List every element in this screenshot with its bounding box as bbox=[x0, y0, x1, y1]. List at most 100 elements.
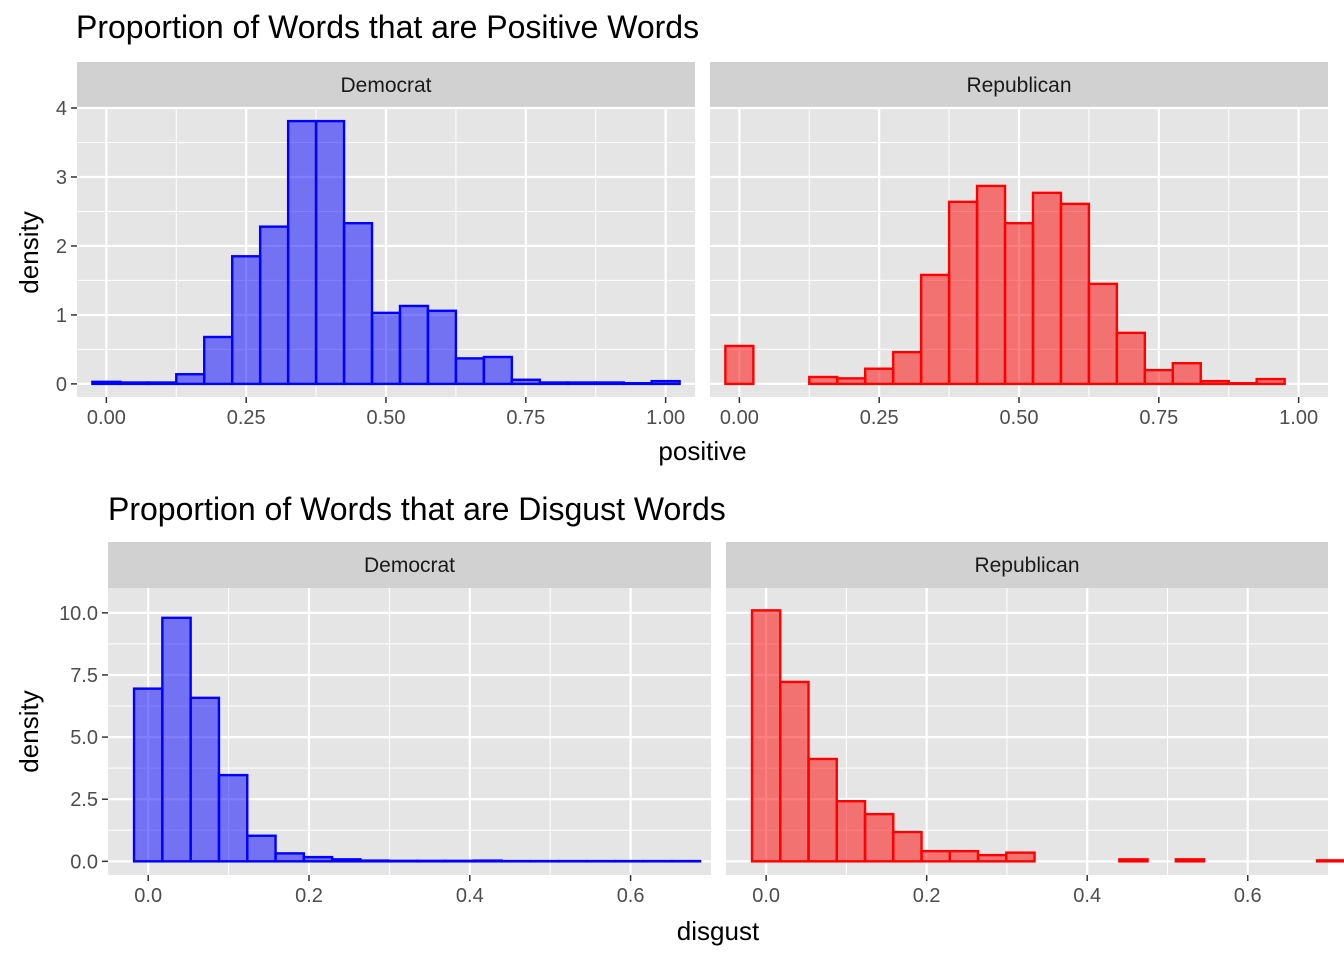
histogram-bar bbox=[1003, 221, 1035, 386]
facet-strip bbox=[726, 542, 1328, 588]
facet-strip bbox=[77, 62, 695, 108]
histogram-bar bbox=[119, 381, 150, 386]
histogram-bar bbox=[426, 309, 458, 386]
chart-2: Proportion of Words that are Disgust Wor… bbox=[14, 491, 1344, 946]
histogram-bar bbox=[482, 355, 514, 386]
histogram-bar bbox=[189, 696, 221, 863]
y-tick-label: 1 bbox=[56, 305, 67, 327]
histogram-bar bbox=[808, 375, 839, 386]
plot-title: Proportion of Words that are Disgust Wor… bbox=[108, 491, 726, 527]
x-tick-label: 0.75 bbox=[1139, 407, 1178, 429]
facet-panel-democrat: Democrat 0.0 0.2 0.4 0.6 0.0 2.5 5.0 7.5 10.0 bbox=[59, 542, 711, 907]
histogram-bar bbox=[650, 379, 681, 386]
histogram-bar bbox=[920, 849, 951, 863]
histogram-bar bbox=[891, 350, 923, 386]
histogram-bar bbox=[1227, 382, 1258, 386]
histogram-bar bbox=[203, 335, 234, 386]
histogram-bar bbox=[947, 200, 979, 386]
y-tick-label: 5.0 bbox=[70, 727, 98, 749]
y-axis-title: density bbox=[14, 211, 44, 293]
histogram-bar bbox=[398, 304, 430, 386]
histogram-bar bbox=[472, 859, 504, 863]
y-tick-label: 2 bbox=[56, 236, 67, 258]
y-tick-label: 10.0 bbox=[59, 603, 98, 625]
histogram-bar bbox=[1115, 331, 1147, 386]
y-tick-label: 3 bbox=[56, 167, 67, 189]
histogram-bar bbox=[948, 849, 980, 863]
histogram-bar bbox=[274, 852, 306, 863]
histogram-bar bbox=[1005, 851, 1036, 863]
y-axis-title: density bbox=[14, 690, 44, 772]
y-tick-label: 2.5 bbox=[70, 789, 98, 811]
histogram-bar bbox=[538, 381, 569, 386]
facet-strip-label: Republican bbox=[966, 74, 1071, 97]
histogram-bar bbox=[919, 273, 951, 386]
histogram-bar bbox=[724, 344, 755, 386]
x-tick-label: 0.50 bbox=[367, 407, 406, 429]
y-tick-label: 7.5 bbox=[70, 665, 98, 687]
histogram-bar bbox=[1315, 859, 1344, 863]
histogram-bar bbox=[510, 378, 542, 386]
histogram-bar bbox=[370, 311, 402, 386]
x-tick-label: 0.25 bbox=[860, 407, 899, 429]
facet-strip-label: Republican bbox=[974, 554, 1079, 577]
x-axis-title: disgust bbox=[677, 916, 760, 946]
histogram-bar bbox=[1171, 362, 1202, 386]
histogram-bar bbox=[975, 184, 1007, 386]
chart-1: Proportion of Words that are Positive Wo… bbox=[14, 9, 1328, 466]
histogram-bar bbox=[566, 381, 597, 386]
histogram-bar bbox=[1087, 282, 1119, 386]
histogram-bar bbox=[132, 687, 164, 863]
x-tick-label: 1.00 bbox=[1279, 407, 1318, 429]
x-tick-label: 0.50 bbox=[1000, 407, 1039, 429]
histogram-bar bbox=[594, 381, 625, 386]
histogram-bar bbox=[217, 773, 249, 863]
histogram-bar bbox=[314, 119, 346, 386]
histogram-bar bbox=[1143, 368, 1175, 386]
facet-strip-label: Democrat bbox=[340, 74, 431, 97]
histogram-bar bbox=[1031, 191, 1063, 386]
histogram-bar bbox=[1199, 379, 1230, 386]
x-axis-title: positive bbox=[658, 436, 746, 466]
histogram-bars bbox=[724, 184, 1286, 386]
x-tick-label: 0.2 bbox=[295, 885, 323, 907]
histogram-bar bbox=[286, 119, 318, 386]
histogram-bar bbox=[161, 616, 192, 863]
histogram-bar bbox=[835, 800, 867, 863]
histogram-bar bbox=[246, 834, 277, 863]
histogram-bar bbox=[1059, 202, 1091, 386]
histogram-bars bbox=[91, 119, 681, 386]
histogram-bar bbox=[836, 377, 867, 386]
histogram-bar bbox=[976, 853, 1008, 863]
x-tick-label: 0.4 bbox=[1073, 885, 1101, 907]
x-tick-label: 0.0 bbox=[134, 885, 162, 907]
x-tick-label: 0.00 bbox=[720, 407, 759, 429]
x-tick-label: 0.6 bbox=[1234, 885, 1262, 907]
x-tick-label: 0.25 bbox=[227, 407, 266, 429]
histogram-bar bbox=[1255, 377, 1286, 386]
histogram-bar bbox=[230, 255, 262, 386]
y-tick-label: 0 bbox=[56, 374, 67, 396]
histogram-bar bbox=[750, 609, 782, 863]
histogram-bar bbox=[342, 221, 374, 386]
histogram-bar bbox=[622, 382, 653, 386]
y-tick-label: 4 bbox=[56, 98, 67, 120]
facet-panel-republican: Republican 0.00 0.25 0.50 0.75 1.00 bbox=[710, 62, 1328, 429]
histogram-bars bbox=[750, 609, 1344, 863]
x-tick-label: 0.75 bbox=[506, 407, 545, 429]
facet-panel-republican: Republican 0.0 0.2 0.4 0.6 bbox=[726, 542, 1344, 907]
histogram-bar bbox=[1118, 858, 1149, 863]
histogram-bar bbox=[359, 859, 390, 863]
facet-strip bbox=[108, 542, 711, 588]
x-tick-label: 0.6 bbox=[617, 885, 645, 907]
histogram-bar bbox=[863, 812, 895, 863]
histogram-bar bbox=[175, 373, 206, 386]
histogram-bar bbox=[779, 680, 810, 863]
x-tick-label: 0.00 bbox=[87, 407, 126, 429]
facet-strip-label: Democrat bbox=[364, 554, 455, 577]
plot-title: Proportion of Words that are Positive Wo… bbox=[76, 9, 699, 45]
histogram-bar bbox=[892, 830, 923, 863]
histogram-bar bbox=[330, 858, 362, 863]
histogram-bar bbox=[91, 380, 122, 386]
